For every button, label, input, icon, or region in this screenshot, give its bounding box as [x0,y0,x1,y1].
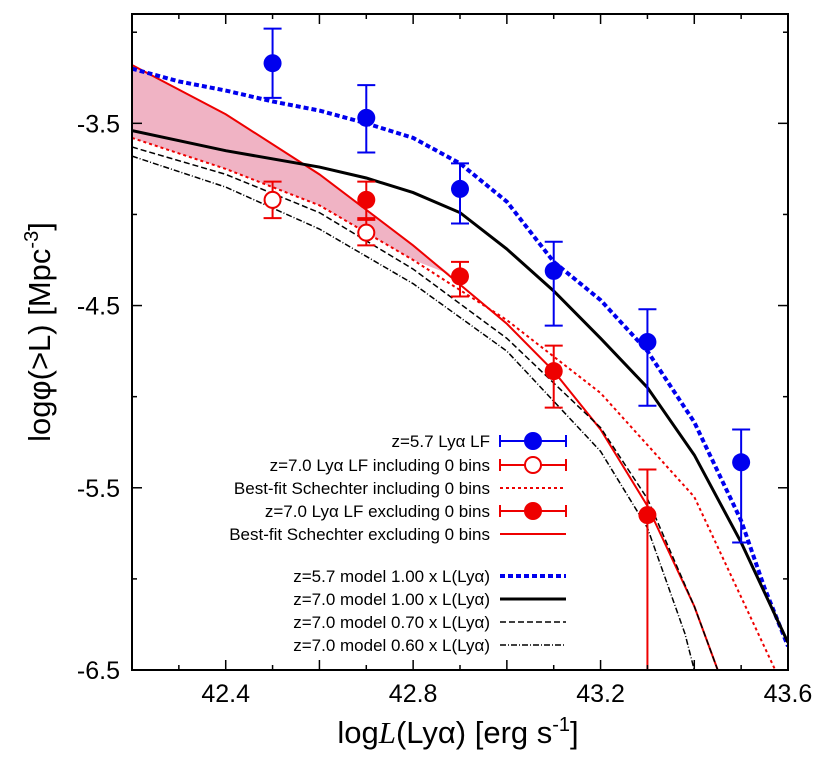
legend-entry: Best-fit Schechter including 0 bins [234,479,566,498]
legend-label: z=7.0 Lyα LF excluding 0 bins [265,502,490,521]
x-tick-label: 42.4 [201,680,250,708]
legend-entry: z=7.0 Lyα LF excluding 0 bins [265,502,567,521]
data-point [451,179,469,198]
line-z-7-0-model-0-70-x-l-ly [132,146,719,670]
y-tick-label: -5.5 [77,475,120,503]
data-point [451,267,469,286]
legend-entry: z=7.0 model 1.00 x L(Lyα) [293,590,566,609]
data-point [732,453,751,472]
line-z-5-7-model-1-00-x-l-ly [132,66,788,648]
data-point [357,190,376,209]
y-axis-label-main: logφ(>L) [Mpc [22,249,57,442]
x-axis-label: logL(Lyα) [erg s-1] [337,714,578,750]
data-point [263,190,282,209]
legend-entry: z=7.0 model 0.70 x L(Lyα) [293,613,566,632]
line-best-fit-schechter-including-0-bins [132,136,777,670]
legend-entry: z=7.0 Lyα LF including 0 bins [270,456,567,475]
legend-label: Best-fit Schechter including 0 bins [234,479,490,498]
x-axis-label-prefix: log [337,715,378,750]
model-lines-layer [132,64,788,670]
data-point [263,54,282,73]
y-tick-label: -4.5 [77,293,120,321]
legend-label: z=7.0 model 0.60 x L(Lyα) [293,636,490,655]
x-axis-label-sup: -1 [552,714,570,736]
legend-entry: z=5.7 Lyα LF [392,432,567,451]
legend-marker [524,432,542,450]
legend: z=5.7 Lyα LF z=7.0 Lyα LF including 0 bin… [229,432,567,655]
series-z-5-7-ly-lf [263,27,751,544]
series-z-7-0-ly-lf-including-0-bins [263,180,376,247]
x-tick-label: 43.2 [576,680,625,708]
data-points-layer [263,27,751,670]
y-tick-label: -3.5 [77,110,120,138]
data-point [638,506,657,525]
shaded-band-layer [132,65,451,275]
legend-label: z=7.0 model 0.70 x L(Lyα) [293,613,490,632]
y-axis-label: logφ(>L) [Mpc-3] [21,222,57,442]
legend-label: z=5.7 Lyα LF [392,432,491,451]
data-point [357,108,376,127]
axis-ticks-layer: 42.4 42.8 43.2 43.6 -3.5 -4.5 -5.5 -6.5 [77,14,812,708]
y-axis-label-sup: -3 [21,231,43,249]
x-axis-label-var: L [378,715,396,750]
legend-label: z=5.7 model 1.00 x L(Lyα) [293,567,490,586]
schechter-difference-band [132,65,451,275]
legend-entry: z=7.0 model 0.60 x L(Lyα) [293,636,566,655]
series-z-7-0-ly-lf-excluding-0-bins [357,180,657,670]
line-best-fit-schechter-excluding-0-bins [132,64,719,670]
y-axis-label-end: ] [22,222,57,231]
legend-label: z=7.0 model 1.00 x L(Lyα) [293,590,490,609]
line-z-7-0-model-0-60-x-l-ly [132,155,696,670]
legend-label: z=7.0 Lyα LF including 0 bins [270,456,490,475]
legend-entry: z=5.7 model 1.00 x L(Lyα) [293,567,566,586]
legend-marker [524,456,542,474]
line-z-7-0-model-1-00-x-l-ly [132,129,788,644]
data-point [638,333,657,351]
legend-entry: Best-fit Schechter excluding 0 bins [229,525,566,544]
data-point [544,362,563,381]
x-tick-label: 43.6 [764,680,813,708]
x-axis-label-mid: (Lyα) [erg s [396,715,552,750]
x-axis-label-end: ] [570,715,579,750]
legend-label: Best-fit Schechter excluding 0 bins [229,525,490,544]
y-tick-label: -6.5 [77,657,120,685]
data-point [357,223,376,242]
legend-marker [524,502,542,520]
data-point [544,261,563,280]
x-tick-label: 42.8 [389,680,438,708]
